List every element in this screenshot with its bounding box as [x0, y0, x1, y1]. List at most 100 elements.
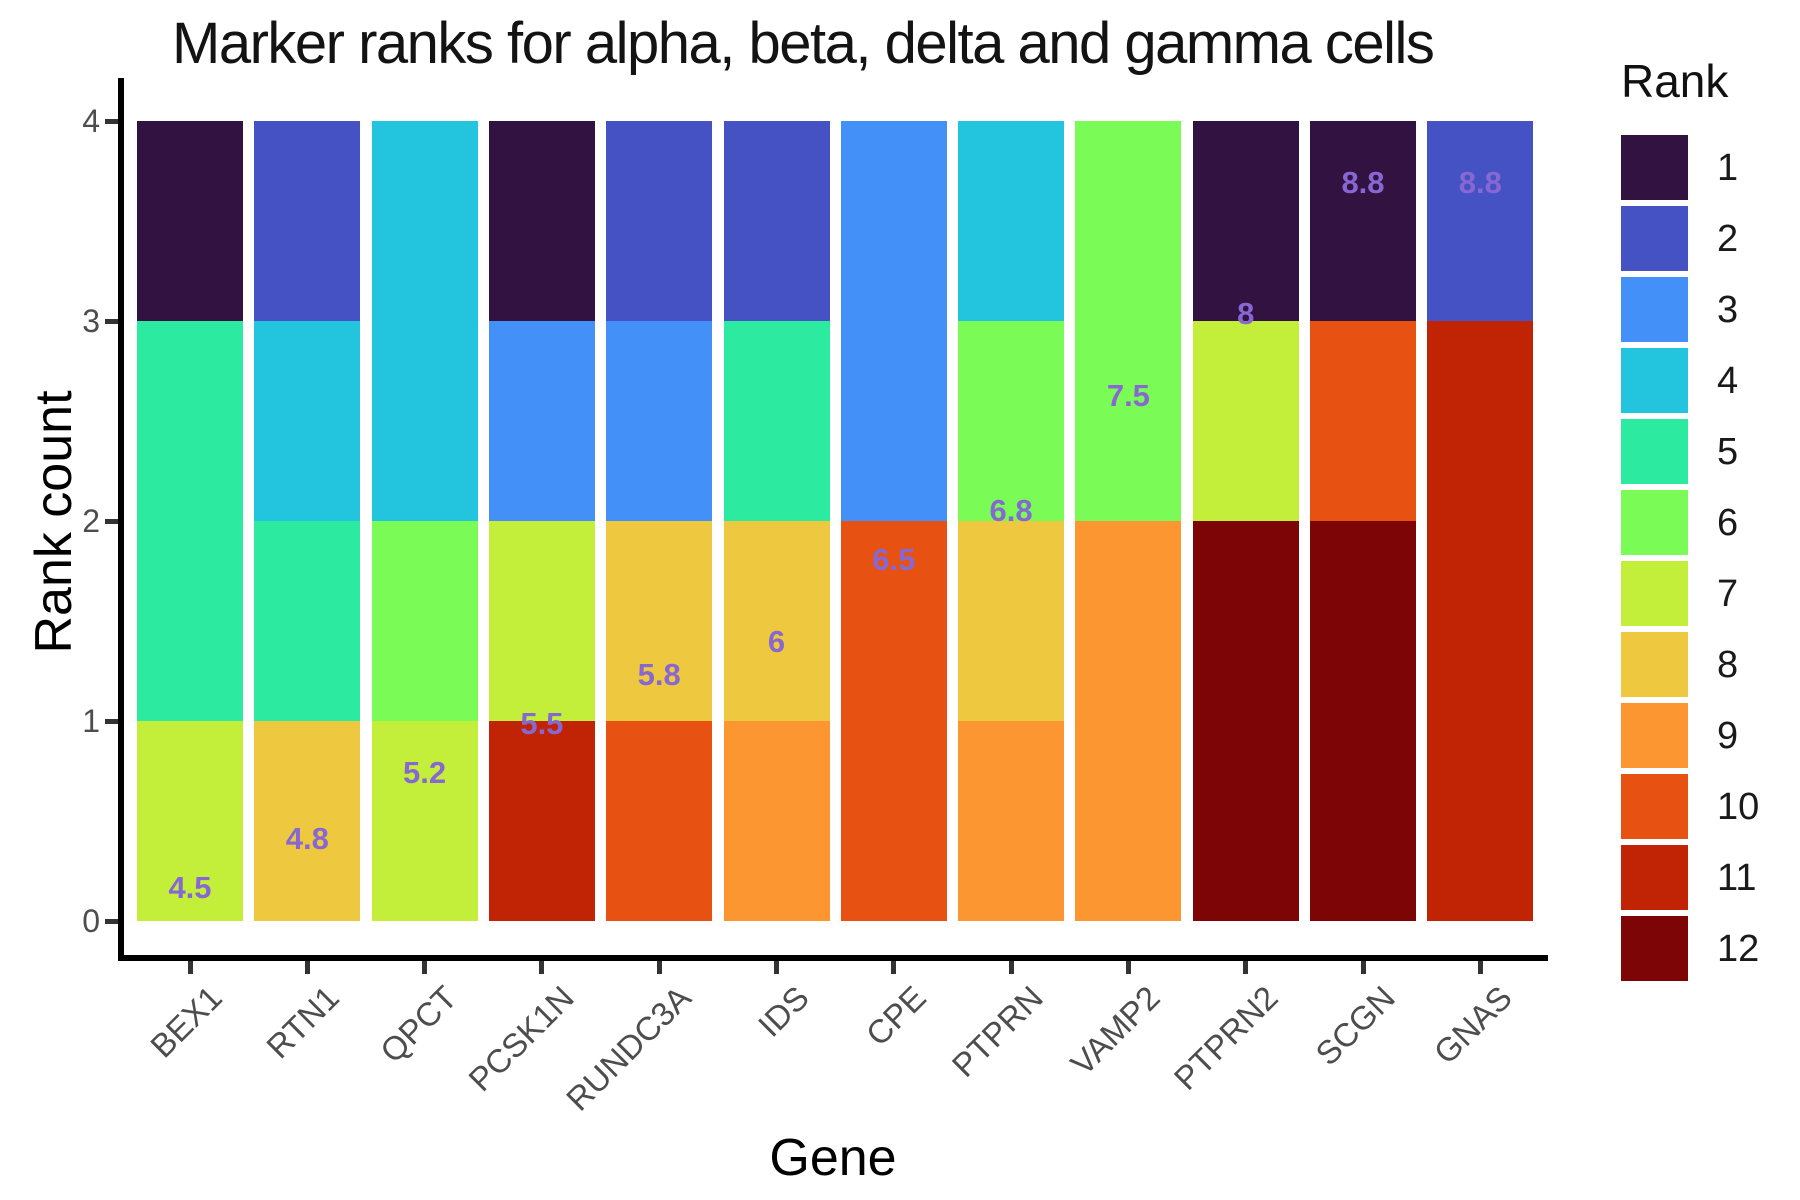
mean-rank-label: 6	[767, 624, 786, 659]
bar-segment-rank-3	[606, 321, 713, 521]
bar-segment-rank-7	[371, 721, 478, 921]
x-tick	[656, 961, 662, 974]
mean-rank-label: 8.8	[1458, 165, 1502, 200]
legend-swatch-rank-4	[1621, 348, 1688, 413]
legend-swatch-rank-8	[1621, 632, 1688, 697]
x-tick-label-BEX1: BEX1	[143, 978, 229, 1065]
y-tick-label: 4	[82, 103, 100, 139]
x-tick-label-PCSK1N: PCSK1N	[461, 978, 581, 1099]
legend-label-rank-8: 8	[1717, 643, 1739, 686]
y-tick	[105, 518, 118, 524]
x-tick-label-SCGN: SCGN	[1308, 978, 1402, 1073]
y-tick-label: 1	[82, 703, 100, 739]
legend-label-rank-1: 1	[1717, 146, 1739, 189]
y-tick	[105, 718, 118, 724]
x-tick	[1125, 961, 1131, 974]
x-tick	[1243, 961, 1249, 974]
bar-segment-rank-5	[254, 521, 361, 721]
mean-rank-label: 4.5	[168, 870, 212, 905]
y-tick-label: 0	[82, 903, 100, 939]
x-tick	[1477, 961, 1483, 974]
mean-rank-label: 5.2	[403, 755, 447, 790]
bar-segment-rank-4	[958, 121, 1065, 321]
bar-segment-rank-7	[1192, 321, 1299, 521]
x-tick	[422, 961, 428, 974]
bar-segment-rank-12	[1310, 521, 1416, 921]
y-tick-label: 3	[82, 303, 100, 339]
x-tick	[187, 961, 193, 974]
bar-segment-rank-3	[840, 121, 947, 521]
y-axis-line	[118, 78, 124, 961]
mean-rank-label: 4.8	[285, 821, 329, 856]
bar-segment-rank-6	[1075, 121, 1182, 521]
bar-segment-rank-6	[958, 321, 1065, 521]
x-tick-label-QPCT: QPCT	[372, 978, 464, 1070]
bar-segment-rank-2	[1427, 121, 1534, 321]
x-axis-line	[118, 955, 1548, 961]
bar-segment-rank-2	[723, 121, 830, 321]
bar-segment-rank-10	[606, 721, 713, 921]
bar-segment-rank-8	[254, 721, 361, 921]
bar-segment-rank-2	[606, 121, 713, 321]
legend-label-rank-12: 12	[1717, 927, 1760, 970]
legend-swatch-rank-3	[1621, 277, 1688, 342]
bar-segment-rank-1	[488, 121, 595, 321]
bar-segment-rank-10	[1310, 321, 1416, 521]
legend-label-rank-5: 5	[1717, 430, 1739, 473]
mean-rank-label: 7.5	[1106, 378, 1150, 413]
x-tick	[891, 961, 897, 974]
legend-label-rank-3: 3	[1717, 288, 1739, 331]
mean-rank-label: 6.5	[872, 542, 916, 577]
y-tick	[105, 118, 118, 124]
legend-swatch-rank-6	[1621, 490, 1688, 555]
legend-title: Rank	[1621, 55, 1729, 107]
legend-swatch-rank-5	[1621, 419, 1688, 484]
bar-segment-rank-7	[137, 721, 243, 921]
legend-swatch-rank-12	[1621, 916, 1688, 981]
bar-segment-rank-1	[1310, 121, 1416, 321]
x-tick-label-GNAS: GNAS	[1426, 978, 1520, 1072]
x-tick	[539, 961, 545, 974]
legend-swatch-rank-9	[1621, 703, 1688, 768]
legend-swatch-rank-10	[1621, 774, 1688, 839]
bar-segment-rank-1	[137, 121, 243, 321]
mean-rank-label: 6.8	[989, 493, 1033, 528]
bar-segment-rank-4	[371, 121, 478, 521]
mean-rank-label: 5.5	[520, 706, 564, 741]
x-tick	[1360, 961, 1366, 974]
bar-segment-rank-3	[488, 321, 595, 521]
legend-label-rank-9: 9	[1717, 714, 1739, 757]
x-tick-label-RTN1: RTN1	[259, 978, 347, 1066]
legend-label-rank-7: 7	[1717, 572, 1739, 615]
bar-segment-rank-8	[723, 521, 830, 721]
x-tick-label-VAMP2: VAMP2	[1063, 978, 1168, 1083]
chart-title: Marker ranks for alpha, beta, delta and …	[172, 11, 1435, 76]
y-tick	[105, 918, 118, 924]
bar-segment-rank-8	[606, 521, 713, 721]
y-tick-label: 2	[82, 503, 100, 539]
legend-label-rank-2: 2	[1717, 217, 1739, 260]
y-tick	[105, 318, 118, 324]
bar-segment-rank-9	[1075, 521, 1182, 921]
bar-segment-rank-9	[723, 721, 830, 921]
x-tick-label-PTPRN2: PTPRN2	[1166, 978, 1285, 1097]
bar-segment-rank-8	[958, 521, 1065, 721]
legend-label-rank-10: 10	[1717, 785, 1760, 828]
bar-segment-rank-12	[1192, 521, 1299, 921]
bar-segment-rank-5	[137, 321, 243, 721]
x-tick	[1008, 961, 1014, 974]
bar-segment-rank-7	[488, 521, 595, 721]
bar-segment-rank-9	[958, 721, 1065, 921]
bar-segment-rank-5	[723, 321, 830, 521]
bar-segment-rank-1	[1192, 121, 1299, 321]
legend-swatch-rank-1	[1621, 135, 1688, 200]
bar-segment-rank-11	[488, 721, 595, 921]
mean-rank-label: 5.8	[637, 657, 681, 692]
x-tick	[774, 961, 779, 974]
legend-label-rank-4: 4	[1717, 359, 1739, 402]
x-axis-title: Gene	[769, 1129, 897, 1187]
mean-rank-label: 8.8	[1341, 165, 1385, 200]
legend-swatch-rank-2	[1621, 206, 1688, 271]
bar-segment-rank-11	[1427, 321, 1534, 921]
